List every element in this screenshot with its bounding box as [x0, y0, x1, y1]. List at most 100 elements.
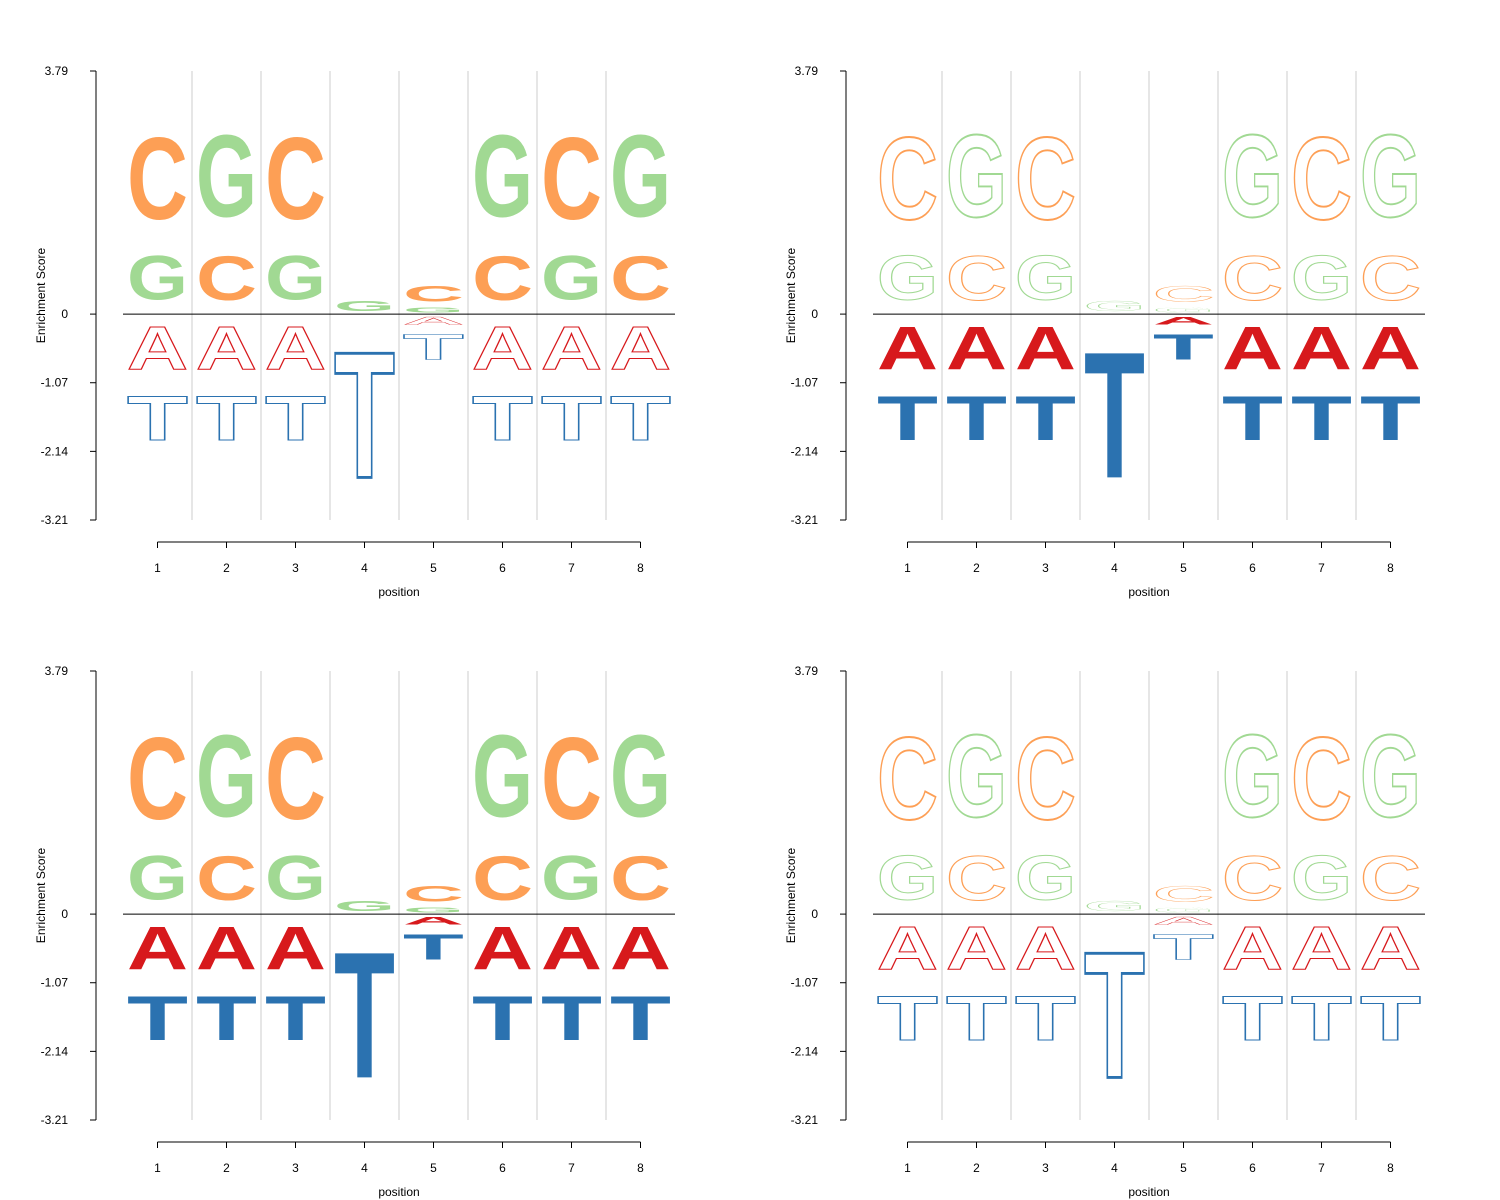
logo-letter-A-pos8: A	[1360, 314, 1421, 383]
logo-letter-C-pos6: C	[472, 844, 533, 914]
x-tick-label: 8	[1387, 561, 1394, 575]
logo-letter-T-pos7: T	[541, 383, 602, 454]
logo-letter-T-pos1: T	[877, 983, 938, 1054]
logo-letter-C-pos5: C	[1153, 882, 1214, 906]
logo-letter-G-pos7: G	[1291, 244, 1352, 314]
logo-panel-top-right: GCATCGATGCATGTGCATCGATGCATCGAT3.790-1.07…	[784, 64, 1425, 599]
logo-letter-C-pos1: C	[877, 112, 938, 244]
logo-letter-G-pos8: G	[610, 712, 671, 843]
logo-letter-T-pos4: T	[1084, 314, 1145, 516]
logo-letter-G-pos2: G	[196, 112, 257, 243]
logo-letter-T-pos7: T	[1291, 983, 1352, 1054]
logo-letter-G-pos4: G	[1084, 898, 1145, 914]
logo-letter-A-pos5: A	[1153, 314, 1214, 327]
logo-letter-C-pos8: C	[610, 844, 671, 914]
y-tick-label: 0	[61, 907, 68, 921]
logo-letter-G-pos5: G	[403, 906, 464, 914]
logo-letter-A-pos3: A	[265, 914, 326, 983]
x-axis-title: position	[378, 585, 419, 599]
logo-letter-T-pos6: T	[472, 983, 533, 1054]
x-tick-label: 6	[499, 1161, 506, 1175]
logo-letter-T-pos8: T	[1360, 383, 1421, 454]
y-tick-label: 3.79	[45, 64, 69, 78]
y-tick-label: -2.14	[41, 444, 69, 458]
y-tick-label: -3.21	[41, 1113, 69, 1127]
logo-letter-C-pos5: C	[1153, 282, 1214, 306]
y-tick-label: -2.14	[41, 1044, 69, 1058]
logo-letter-G-pos5: G	[403, 306, 464, 314]
logo-letter-A-pos6: A	[472, 914, 533, 983]
logo-letter-A-pos7: A	[541, 314, 602, 383]
x-tick-label: 4	[1111, 561, 1118, 575]
logo-letter-A-pos5: A	[403, 314, 464, 327]
x-tick-label: 4	[361, 561, 368, 575]
logo-letter-G-pos7: G	[541, 844, 602, 914]
y-tick-label: 3.79	[795, 64, 819, 78]
logo-letter-G-pos6: G	[1222, 712, 1283, 843]
x-tick-label: 6	[1249, 561, 1256, 575]
x-tick-label: 1	[904, 561, 911, 575]
y-tick-label: -3.21	[791, 513, 819, 527]
logo-letter-T-pos8: T	[610, 383, 671, 454]
x-tick-label: 8	[637, 1161, 644, 1175]
x-tick-label: 2	[223, 561, 230, 575]
y-tick-label: -1.07	[41, 376, 69, 390]
logo-letter-G-pos3: G	[1015, 844, 1076, 914]
x-tick-label: 5	[430, 1161, 437, 1175]
y-tick-label: -3.21	[791, 1113, 819, 1127]
x-tick-label: 3	[1042, 1161, 1049, 1175]
logo-letter-G-pos2: G	[946, 712, 1007, 843]
x-tick-label: 3	[292, 561, 299, 575]
logo-letter-T-pos3: T	[265, 983, 326, 1054]
logo-letter-A-pos1: A	[127, 914, 188, 983]
x-tick-label: 5	[1180, 1161, 1187, 1175]
logo-letter-G-pos6: G	[1222, 112, 1283, 243]
logo-letter-T-pos1: T	[127, 983, 188, 1054]
x-tick-label: 1	[904, 1161, 911, 1175]
x-tick-label: 5	[430, 561, 437, 575]
logo-letter-C-pos1: C	[877, 712, 938, 844]
logo-letter-C-pos6: C	[1222, 844, 1283, 914]
logo-letter-A-pos8: A	[1360, 914, 1421, 983]
logo-letter-T-pos4: T	[1084, 914, 1145, 1116]
y-tick-label: 0	[811, 907, 818, 921]
x-tick-label: 1	[154, 1161, 161, 1175]
logo-letter-C-pos5: C	[403, 882, 464, 906]
logo-letter-C-pos2: C	[946, 844, 1007, 914]
y-tick-label: -3.21	[41, 513, 69, 527]
logo-letter-T-pos3: T	[265, 383, 326, 454]
x-tick-label: 8	[637, 561, 644, 575]
logo-letter-A-pos1: A	[127, 314, 188, 383]
logo-letter-A-pos6: A	[472, 314, 533, 383]
logo-letter-T-pos8: T	[610, 983, 671, 1054]
logo-letter-G-pos6: G	[472, 712, 533, 843]
logo-letter-T-pos5: T	[403, 927, 464, 967]
x-tick-label: 2	[973, 561, 980, 575]
x-tick-label: 7	[568, 1161, 575, 1175]
y-tick-label: -2.14	[791, 444, 819, 458]
logo-letter-T-pos3: T	[1015, 383, 1076, 454]
logo-letter-G-pos3: G	[265, 844, 326, 914]
logo-panel-bottom-left: GCATCGATGCATGTGCATCGATGCATCGAT3.790-1.07…	[34, 664, 675, 1199]
y-tick-label: 3.79	[45, 664, 69, 678]
logo-letter-A-pos6: A	[1222, 914, 1283, 983]
x-tick-label: 8	[1387, 1161, 1394, 1175]
logo-letter-C-pos6: C	[1222, 244, 1283, 314]
logo-letter-A-pos3: A	[1015, 914, 1076, 983]
logo-panel-bottom-right: GCATCGATGCATGTGCATCGATGCATCGAT3.790-1.07…	[784, 664, 1425, 1199]
logo-letter-T-pos2: T	[196, 983, 257, 1054]
x-tick-label: 4	[361, 1161, 368, 1175]
logo-letter-G-pos1: G	[127, 844, 188, 914]
logo-letter-A-pos3: A	[1015, 314, 1076, 383]
x-tick-label: 7	[568, 561, 575, 575]
y-tick-label: -1.07	[41, 976, 69, 990]
x-tick-label: 2	[223, 1161, 230, 1175]
logo-letter-T-pos4: T	[334, 914, 395, 1116]
y-axis-title: Enrichment Score	[34, 847, 48, 943]
logo-letter-A-pos1: A	[877, 914, 938, 983]
logo-letter-T-pos2: T	[946, 383, 1007, 454]
logo-letter-G-pos7: G	[1291, 844, 1352, 914]
logo-letter-C-pos3: C	[265, 712, 326, 844]
y-tick-label: -1.07	[791, 376, 819, 390]
